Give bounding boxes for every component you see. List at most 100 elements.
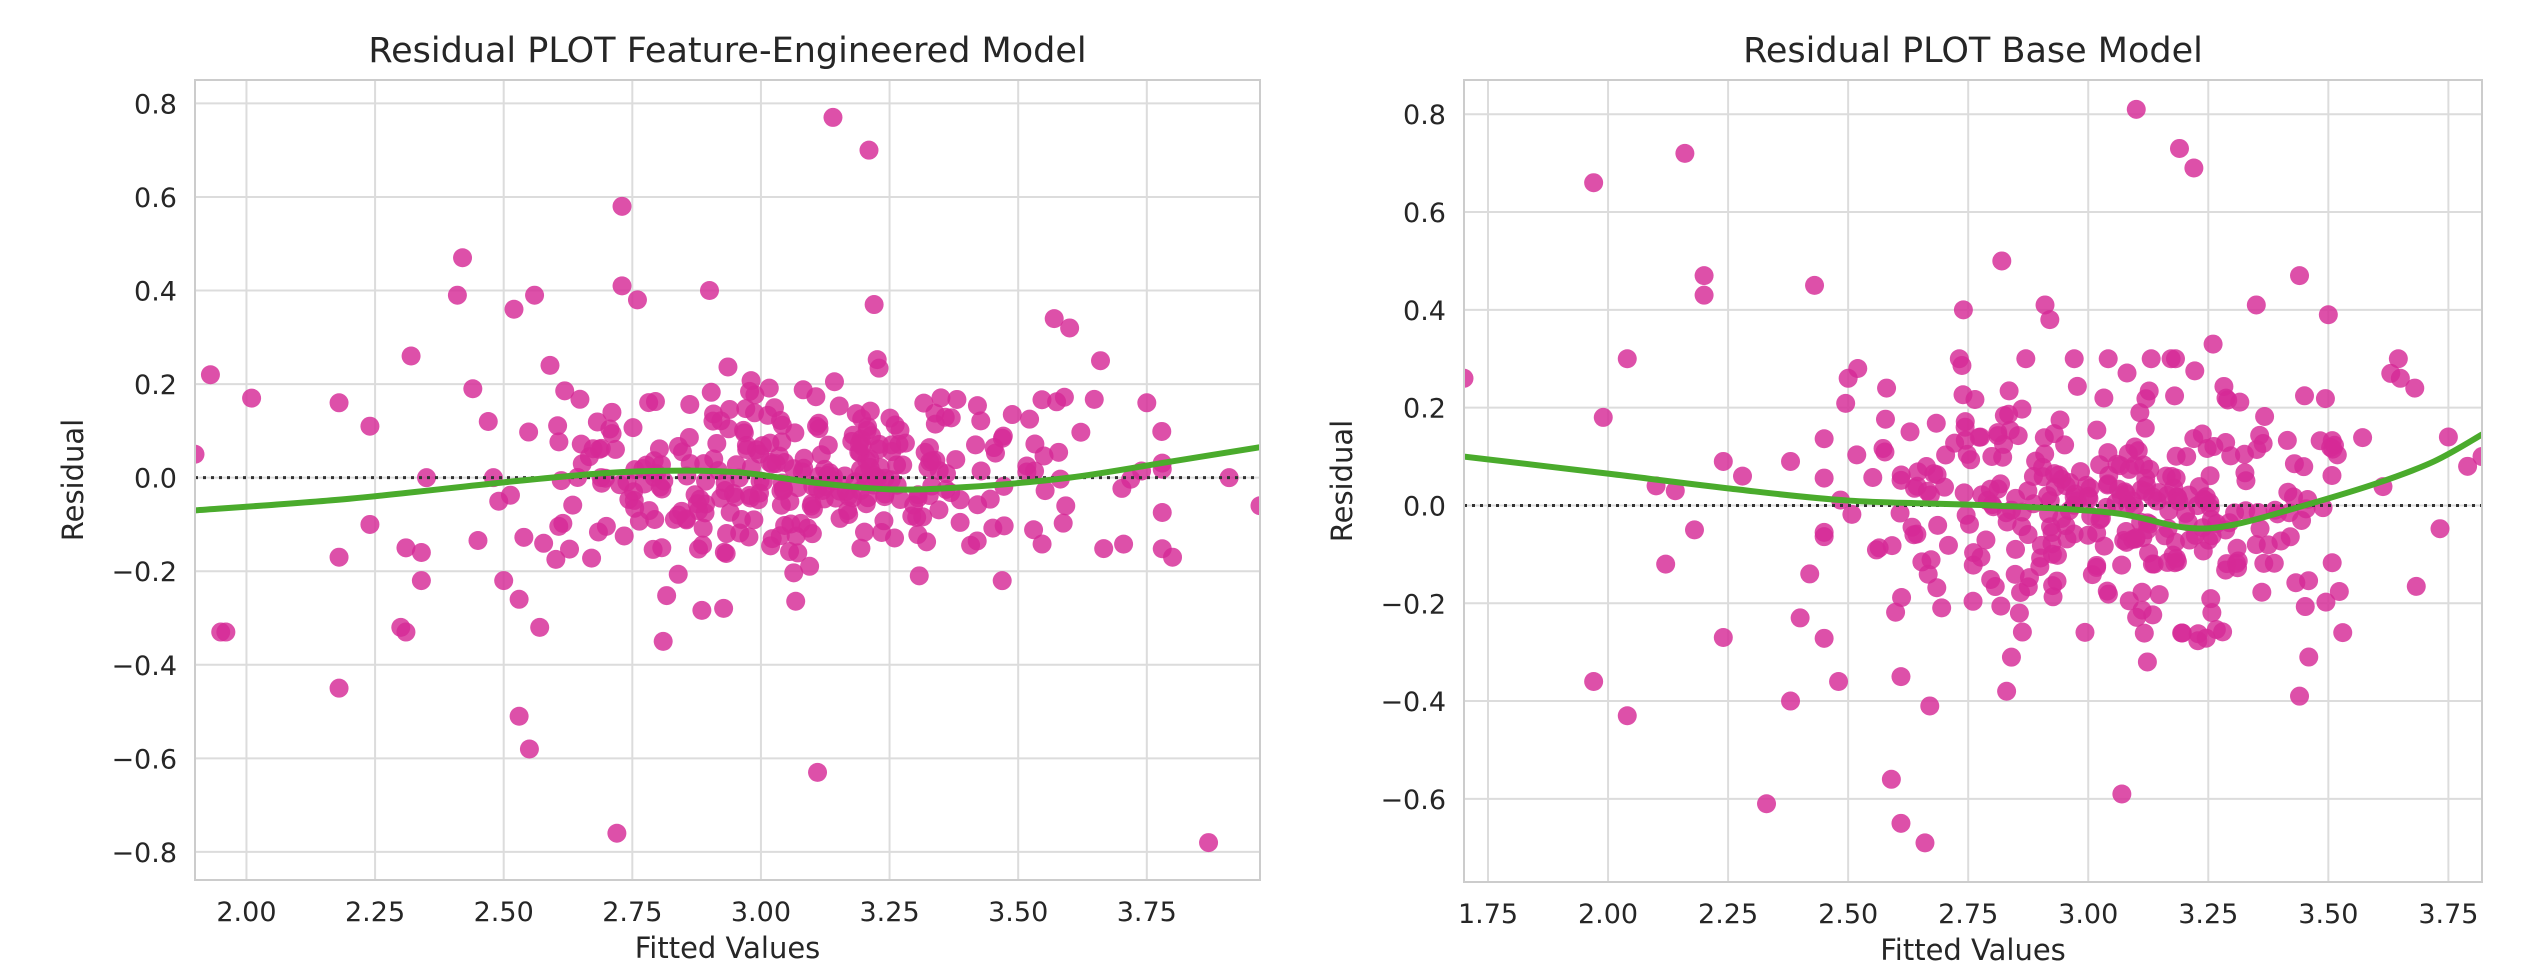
residual-point	[1094, 539, 1114, 559]
residual-point	[2087, 523, 2107, 543]
residual-point	[396, 622, 416, 642]
residual-point	[2295, 597, 2315, 617]
residual-point	[2322, 553, 2342, 573]
residual-point	[607, 823, 627, 843]
y-tick-label: −0.6	[111, 744, 177, 775]
residual-point	[851, 538, 871, 558]
residual-point	[2134, 623, 2154, 643]
residual-point	[2118, 495, 2138, 515]
residual-point	[2246, 295, 2266, 315]
residual-point	[668, 564, 688, 584]
residual-point	[1981, 570, 2001, 590]
x-tick-label: 2.25	[1698, 899, 1758, 930]
residual-point	[2162, 467, 2182, 487]
residual-point	[411, 543, 431, 563]
residual-point	[2458, 456, 2478, 476]
residual-point	[806, 387, 826, 407]
x-tick-label: 3.25	[860, 897, 920, 928]
residual-point	[983, 518, 1003, 538]
residual-point	[890, 420, 910, 440]
residual-point	[947, 389, 967, 409]
residual-point	[1982, 446, 2002, 466]
residual-point	[2064, 349, 2084, 369]
residual-point	[1921, 550, 1941, 570]
residual-point	[680, 395, 700, 415]
residual-point	[772, 432, 792, 452]
residual-point	[2087, 420, 2107, 440]
residual-point	[800, 556, 820, 576]
residual-point	[2405, 378, 2425, 398]
residual-point	[1957, 444, 1977, 464]
residual-point	[1675, 143, 1695, 163]
residual-point	[1814, 429, 1834, 449]
residual-point	[195, 444, 205, 464]
x-axis-label: Fitted Values	[1880, 933, 2066, 967]
residual-point	[2271, 531, 2291, 551]
residual-point	[711, 488, 731, 508]
residual-point	[1829, 672, 1849, 691]
residual-point	[546, 549, 566, 569]
residual-point	[992, 571, 1012, 591]
residual-point	[770, 526, 790, 546]
residual-point	[1918, 564, 1938, 584]
residual-point	[696, 471, 716, 491]
residual-point	[1790, 608, 1810, 628]
residual-point	[2144, 554, 2164, 574]
residual-point	[2299, 647, 2319, 667]
residual-point	[1152, 421, 1172, 441]
y-tick-label: 0.4	[1403, 296, 1446, 327]
residual-point	[2033, 467, 2053, 487]
residual-point	[1002, 405, 1022, 425]
residual-point	[2055, 435, 2075, 455]
residual-point	[1928, 515, 1948, 535]
data-layer	[1464, 99, 2482, 853]
residual-point	[579, 447, 599, 467]
residual-point	[2185, 361, 2205, 381]
residual-point	[463, 379, 483, 399]
residual-point	[2184, 429, 2204, 449]
residual-point	[1999, 381, 2019, 401]
residual-point	[750, 444, 770, 464]
residual-point	[1965, 389, 1985, 409]
residual-point	[1873, 438, 1893, 458]
residual-point	[1886, 602, 1906, 622]
residual-point	[1848, 359, 1868, 379]
residual-point	[1656, 554, 1676, 574]
residual-point	[2204, 436, 2224, 456]
residual-point	[786, 591, 806, 611]
residual-point	[719, 419, 739, 439]
residual-point	[741, 371, 761, 391]
residual-point	[893, 455, 913, 475]
residual-point	[1694, 266, 1714, 286]
residual-point	[2087, 555, 2107, 575]
residual-point	[1847, 445, 1867, 465]
residual-point	[1955, 412, 1975, 432]
residual-point	[2250, 519, 2270, 539]
residual-point	[2216, 560, 2236, 580]
residual-point	[2035, 295, 2055, 315]
residual-point	[1617, 349, 1637, 369]
residual-point	[2180, 530, 2200, 550]
residual-point	[1800, 564, 1820, 584]
residual-point	[396, 538, 416, 558]
residual-point	[1814, 522, 1834, 542]
residual-point	[489, 491, 509, 511]
residual-point	[824, 372, 844, 392]
residual-point	[1891, 667, 1911, 687]
residual-point	[1836, 393, 1856, 413]
residual-point	[1713, 627, 1733, 647]
residual-point	[1199, 833, 1219, 853]
x-tick-label: 2.50	[1818, 899, 1878, 930]
residual-point	[1035, 481, 1055, 501]
residual-point	[907, 507, 927, 527]
residual-point	[1882, 536, 1902, 556]
residual-point	[2109, 479, 2129, 499]
residual-point	[1863, 467, 1883, 487]
y-tick-label: 0.2	[1403, 394, 1446, 425]
residual-point	[549, 432, 569, 452]
residual-point	[1091, 351, 1111, 371]
y-tick-label: −0.2	[1380, 589, 1446, 620]
y-axis-label: Residual	[1325, 420, 1359, 542]
residual-point	[2438, 427, 2458, 447]
residual-point	[1032, 390, 1052, 410]
